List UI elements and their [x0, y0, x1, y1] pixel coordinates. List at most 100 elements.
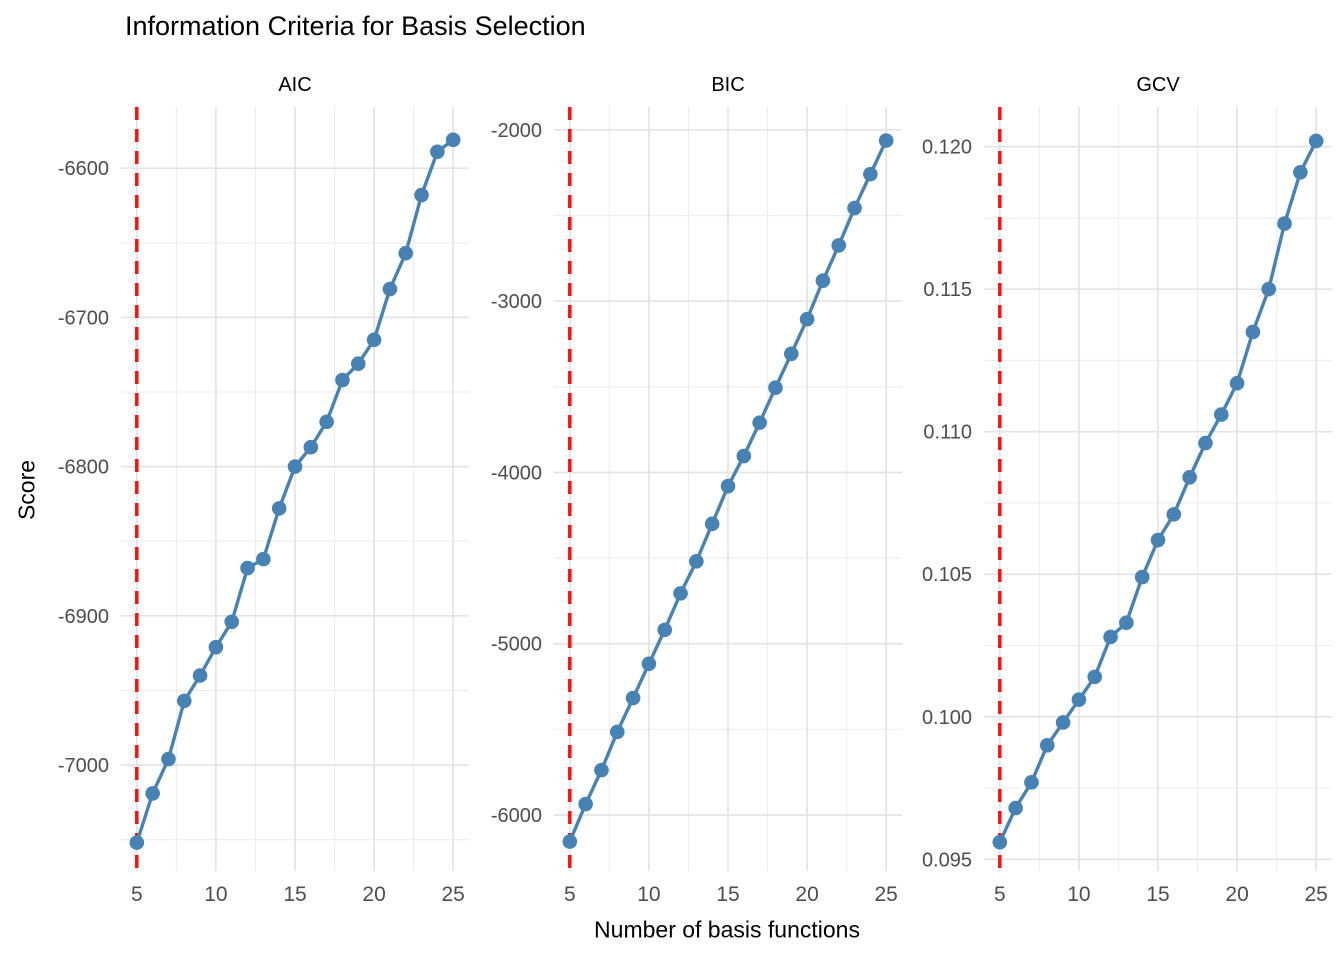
data-point: [641, 656, 657, 672]
data-point: [1213, 407, 1229, 422]
data-point: [1134, 569, 1150, 585]
data-point: [847, 200, 862, 216]
data-point: [1245, 324, 1261, 340]
data-point: [398, 245, 414, 261]
x-tick-label: 15: [716, 883, 739, 906]
facet-strip-label: GCV: [1136, 74, 1180, 96]
y-axis-title: Score: [13, 459, 40, 521]
y-tick-label: 0.095: [922, 849, 972, 871]
data-point: [287, 459, 303, 474]
data-point: [1293, 164, 1308, 180]
data-point: [1024, 775, 1039, 790]
data-point: [1119, 615, 1134, 630]
x-tick-label: 25: [875, 883, 898, 906]
y-tick-label: -2000: [491, 120, 542, 142]
y-tick-label: -6800: [58, 457, 109, 479]
data-point: [625, 690, 641, 706]
data-point: [1039, 737, 1055, 753]
data-point: [145, 786, 160, 801]
y-tick-label: 0.105: [922, 564, 972, 586]
y-tick-label: -6900: [58, 606, 109, 628]
data-point: [815, 273, 831, 288]
data-point: [689, 554, 704, 569]
x-tick-label: 5: [131, 883, 143, 906]
data-point: [1166, 507, 1182, 522]
x-tick-label: 5: [564, 883, 576, 906]
data-point: [1182, 470, 1197, 485]
data-point: [176, 693, 192, 709]
data-point: [594, 762, 609, 778]
x-axis-title: Number of basis functions: [594, 916, 860, 943]
chart-title: Information Criteria for Basis Selection: [125, 11, 586, 41]
data-point: [1055, 715, 1071, 730]
data-point: [720, 478, 736, 494]
data-point: [1008, 800, 1023, 816]
data-point: [992, 834, 1008, 850]
y-tick-label: 0.120: [922, 137, 972, 159]
data-point: [863, 166, 878, 182]
data-point: [271, 501, 287, 516]
data-point: [224, 614, 240, 630]
data-point: [768, 380, 783, 395]
data-point: [1198, 435, 1213, 451]
x-tick-label: 10: [1067, 883, 1090, 906]
x-tick-label: 15: [283, 883, 306, 906]
data-point: [1071, 692, 1087, 707]
data-point: [752, 415, 767, 430]
data-point: [208, 639, 224, 655]
data-point: [129, 835, 145, 850]
data-point: [256, 551, 271, 567]
data-point: [430, 144, 445, 160]
data-point: [1150, 532, 1166, 548]
data-point: [335, 372, 350, 388]
y-tick-label: -4000: [491, 462, 542, 484]
x-tick-label: 20: [795, 883, 818, 906]
data-point: [414, 187, 429, 203]
data-point: [609, 724, 625, 740]
facet-strip-label: AIC: [278, 74, 311, 96]
y-tick-label: -6000: [491, 805, 542, 827]
data-point: [657, 622, 673, 638]
data-point: [1261, 281, 1277, 297]
data-point: [673, 586, 688, 601]
data-point: [1277, 216, 1292, 231]
x-tick-label: 25: [1305, 883, 1328, 906]
y-tick-label: -3000: [491, 291, 542, 313]
data-point: [366, 332, 382, 348]
data-point: [1103, 629, 1118, 645]
data-point: [1087, 669, 1103, 685]
x-tick-label: 20: [362, 883, 385, 906]
x-tick-label: 5: [994, 883, 1006, 906]
data-point: [445, 132, 461, 148]
data-point: [704, 516, 720, 532]
x-tick-label: 15: [1146, 883, 1169, 906]
data-point: [878, 133, 894, 148]
data-point: [161, 751, 176, 767]
y-tick-label: -6600: [58, 158, 109, 180]
data-point: [303, 439, 319, 455]
data-point: [382, 281, 398, 297]
x-tick-label: 10: [637, 883, 660, 906]
data-point: [319, 414, 334, 430]
data-point: [562, 834, 578, 849]
data-point: [799, 311, 815, 327]
data-point: [240, 560, 255, 576]
x-tick-label: 10: [204, 883, 227, 906]
y-tick-label: 0.100: [922, 707, 972, 729]
x-tick-label: 20: [1225, 883, 1248, 906]
facet-strip-label: BIC: [711, 74, 744, 96]
y-tick-label: 0.115: [923, 279, 972, 301]
y-tick-label: -5000: [491, 634, 542, 656]
y-tick-label: -7000: [58, 755, 109, 777]
x-tick-label: 25: [442, 883, 465, 906]
data-point: [783, 346, 799, 362]
data-point: [192, 668, 208, 683]
data-point: [736, 448, 752, 464]
data-point: [578, 796, 593, 812]
y-tick-label: -6700: [58, 307, 109, 329]
data-point: [1229, 375, 1245, 391]
y-tick-label: 0.110: [923, 422, 972, 444]
data-point: [1308, 133, 1324, 149]
